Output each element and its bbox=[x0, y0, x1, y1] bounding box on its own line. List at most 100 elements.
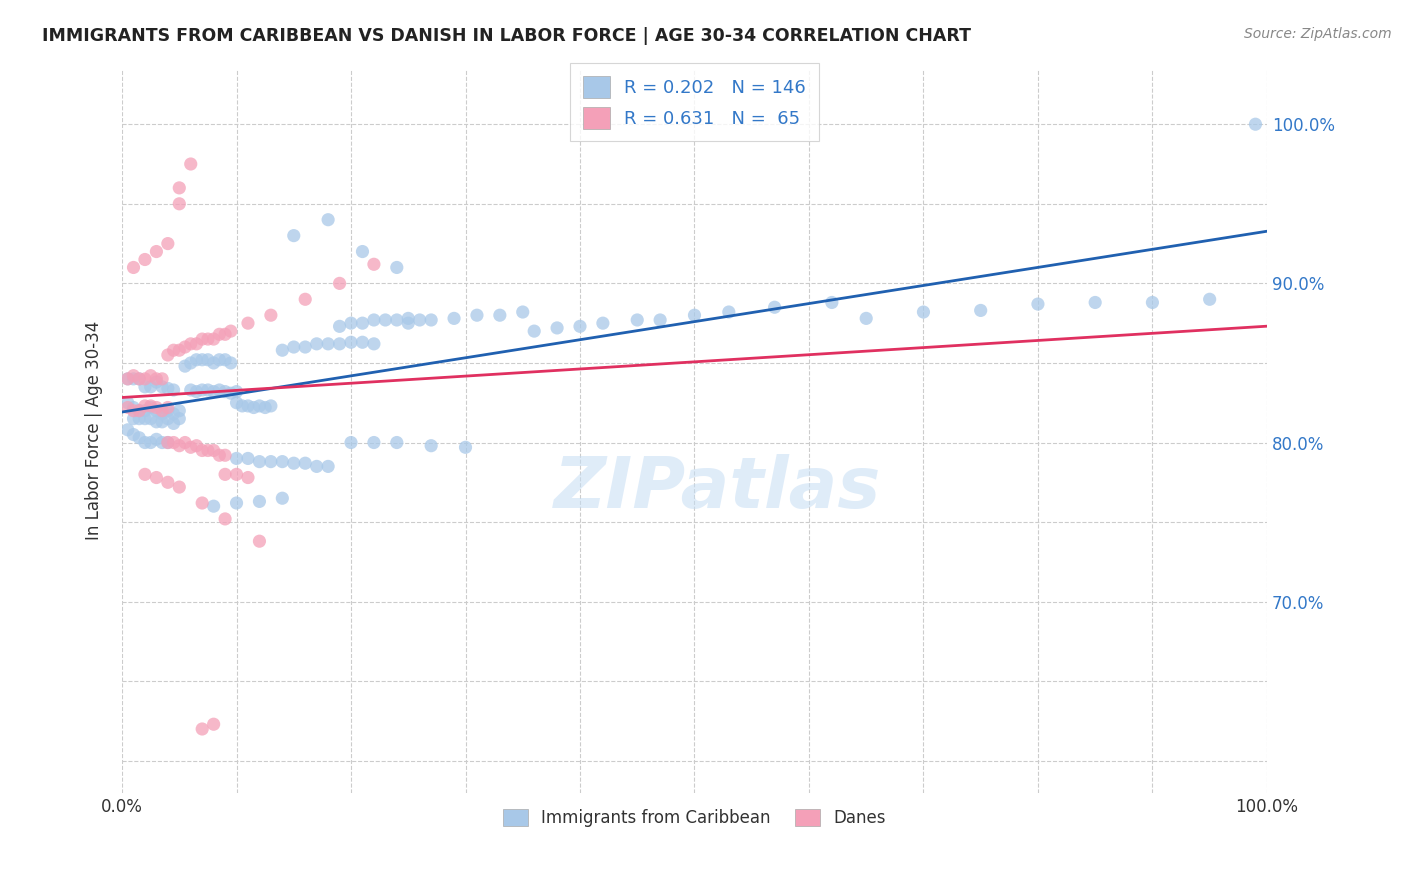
Point bbox=[208, 327, 231, 342]
Point bbox=[197, 383, 219, 397]
Point bbox=[191, 443, 214, 458]
Point bbox=[122, 411, 145, 425]
Point bbox=[134, 467, 156, 482]
Point bbox=[523, 324, 546, 338]
Point bbox=[329, 336, 352, 351]
Point bbox=[191, 352, 214, 367]
Point bbox=[294, 340, 316, 354]
Point bbox=[180, 383, 202, 397]
Point bbox=[156, 348, 179, 362]
Point bbox=[191, 722, 214, 736]
Point bbox=[763, 300, 786, 314]
Point bbox=[150, 403, 173, 417]
Point bbox=[156, 435, 179, 450]
Point bbox=[174, 340, 197, 354]
Point bbox=[191, 332, 214, 346]
Point bbox=[145, 433, 167, 447]
Text: Source: ZipAtlas.com: Source: ZipAtlas.com bbox=[1244, 27, 1392, 41]
Point bbox=[128, 403, 150, 417]
Point bbox=[128, 372, 150, 386]
Point bbox=[197, 443, 219, 458]
Point bbox=[409, 313, 432, 327]
Point bbox=[352, 335, 374, 350]
Point bbox=[174, 359, 197, 373]
Point bbox=[139, 435, 162, 450]
Point bbox=[169, 403, 191, 417]
Point bbox=[821, 295, 844, 310]
Point bbox=[271, 455, 294, 469]
Point bbox=[283, 340, 305, 354]
Point bbox=[139, 368, 162, 383]
Point bbox=[340, 316, 363, 330]
Point bbox=[489, 308, 512, 322]
Point bbox=[117, 372, 139, 386]
Point bbox=[305, 459, 328, 474]
Point bbox=[150, 407, 173, 421]
Point bbox=[214, 512, 236, 526]
Point bbox=[236, 470, 259, 484]
Point bbox=[122, 403, 145, 417]
Point bbox=[174, 435, 197, 450]
Point bbox=[145, 372, 167, 386]
Point bbox=[139, 401, 162, 415]
Point bbox=[329, 277, 352, 291]
Point bbox=[592, 316, 614, 330]
Point bbox=[202, 443, 225, 458]
Point bbox=[214, 448, 236, 462]
Point bbox=[396, 316, 419, 330]
Point bbox=[1026, 297, 1049, 311]
Text: IMMIGRANTS FROM CARIBBEAN VS DANISH IN LABOR FORCE | AGE 30-34 CORRELATION CHART: IMMIGRANTS FROM CARIBBEAN VS DANISH IN L… bbox=[42, 27, 972, 45]
Point bbox=[169, 343, 191, 358]
Point bbox=[202, 384, 225, 399]
Point bbox=[316, 212, 339, 227]
Point bbox=[225, 384, 247, 399]
Point bbox=[197, 352, 219, 367]
Point bbox=[650, 313, 672, 327]
Point bbox=[139, 411, 162, 425]
Point bbox=[128, 403, 150, 417]
Point bbox=[546, 321, 568, 335]
Point bbox=[186, 352, 208, 367]
Point bbox=[271, 343, 294, 358]
Point bbox=[191, 496, 214, 510]
Point bbox=[122, 401, 145, 415]
Point bbox=[156, 401, 179, 415]
Point bbox=[260, 455, 283, 469]
Point bbox=[329, 319, 352, 334]
Point bbox=[363, 257, 385, 271]
Point bbox=[249, 455, 271, 469]
Point bbox=[242, 401, 264, 415]
Point bbox=[569, 319, 592, 334]
Point bbox=[169, 196, 191, 211]
Point bbox=[162, 407, 184, 421]
Point bbox=[134, 399, 156, 413]
Point bbox=[150, 380, 173, 394]
Point bbox=[283, 228, 305, 243]
Point bbox=[352, 244, 374, 259]
Point bbox=[352, 316, 374, 330]
Legend: Immigrants from Caribbean, Danes: Immigrants from Caribbean, Danes bbox=[495, 800, 894, 835]
Point bbox=[683, 308, 706, 322]
Point bbox=[145, 375, 167, 389]
Point bbox=[128, 431, 150, 445]
Point bbox=[626, 313, 648, 327]
Point bbox=[249, 534, 271, 549]
Point bbox=[1084, 295, 1107, 310]
Point bbox=[139, 399, 162, 413]
Point bbox=[396, 311, 419, 326]
Point bbox=[1244, 117, 1267, 131]
Point bbox=[202, 356, 225, 370]
Point bbox=[117, 395, 139, 409]
Point bbox=[202, 717, 225, 731]
Point bbox=[117, 372, 139, 386]
Point bbox=[145, 470, 167, 484]
Point bbox=[236, 451, 259, 466]
Point bbox=[283, 456, 305, 470]
Point bbox=[150, 415, 173, 429]
Point bbox=[180, 336, 202, 351]
Point bbox=[363, 313, 385, 327]
Point bbox=[316, 336, 339, 351]
Point bbox=[186, 336, 208, 351]
Point bbox=[202, 332, 225, 346]
Point bbox=[145, 401, 167, 415]
